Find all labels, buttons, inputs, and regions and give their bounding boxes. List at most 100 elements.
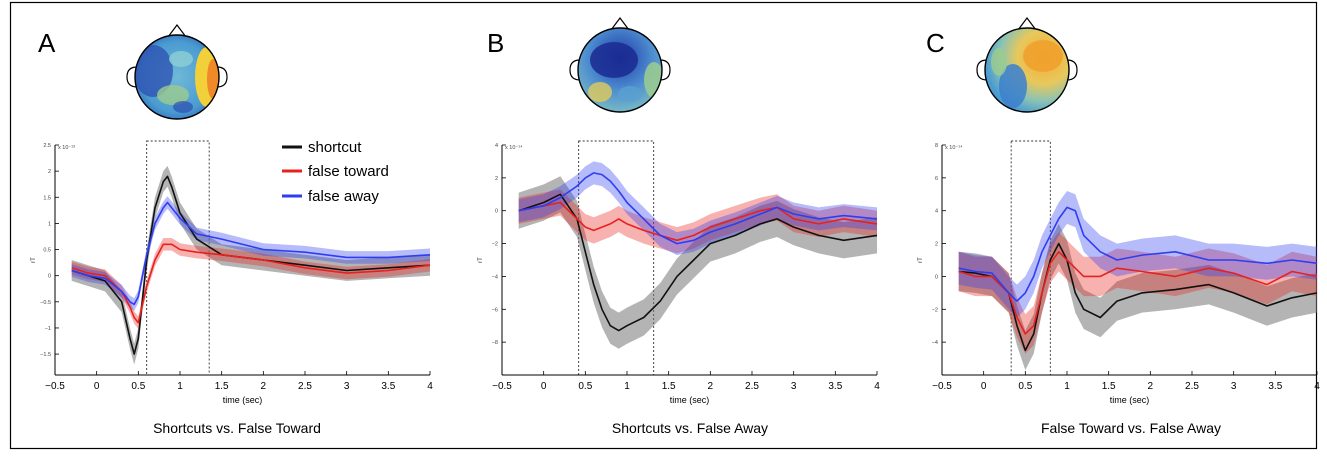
panel-subtitle: Shortcuts vs. False Away	[612, 420, 768, 436]
error-band-false-away	[518, 161, 877, 256]
x-tick-label: 0	[981, 381, 987, 392]
x-tick-label: 4	[1314, 381, 1320, 392]
y-tick-label: −1	[45, 326, 51, 332]
panel-subtitle: False Toward vs. False Away	[1041, 420, 1221, 436]
error-band-shortcut	[71, 165, 430, 365]
series-line-shortcut	[71, 175, 431, 355]
x-tick-label: 2.5	[298, 381, 312, 392]
y-tick-label: −6	[492, 307, 498, 313]
time-window-box	[578, 140, 655, 376]
x-tick-label: −0.5	[492, 381, 512, 392]
y-axis-exponent: x 10⁻¹⁴	[945, 144, 963, 151]
x-tick-label: 1.5	[662, 381, 676, 392]
y-tick-label: −1.5	[40, 352, 51, 358]
x-tick-label: 4	[874, 381, 880, 392]
panel-letter: C	[926, 28, 945, 58]
series-line-shortcut	[518, 193, 878, 332]
legend-item-shortcut: shortcut	[282, 139, 362, 156]
y-tick-label: 4	[495, 143, 498, 149]
x-axis-label: time (sec)	[223, 395, 263, 405]
legend-label: shortcut	[308, 139, 362, 156]
series-line-false-away	[518, 172, 878, 245]
x-tick-label: 3	[344, 381, 350, 392]
y-tick-label: −8	[492, 340, 498, 346]
error-band-false-toward	[71, 238, 430, 329]
y-tick-label: 2	[935, 242, 938, 248]
x-tick-label: 1.5	[215, 381, 229, 392]
y-tick-label: 1.5	[43, 195, 51, 201]
legend-item-false-away: false away	[282, 188, 379, 205]
series-line-shortcut	[958, 242, 1318, 352]
y-axis-label: rT	[918, 257, 924, 263]
panel-letter: B	[487, 28, 504, 58]
panel-a: A −0.5 0 0.5 1 1.5 2 2.5 3 3.5 4 −1.5 −1 −0.5 0 0.5 1 1.…	[31, 24, 433, 436]
series-line-false-toward	[958, 251, 1318, 335]
x-axis-label: time (sec)	[670, 395, 710, 405]
y-tick-label: 0.5	[43, 248, 51, 254]
x-axis-label: time (sec)	[1110, 395, 1150, 405]
panel-subtitle: Shortcuts vs. False Toward	[153, 420, 321, 436]
y-tick-label: 2	[48, 169, 51, 175]
series-line-false-away	[71, 201, 431, 306]
y-tick-label: 0	[935, 274, 938, 280]
legend-item-false-toward: false toward	[282, 163, 389, 180]
panel-b: B −0.5 0 0.5 1 1.5 2 2.5 3 3.5 4 −8 −6 −4 −2 0 2 4 x 10⁻¹…	[478, 17, 880, 436]
x-tick-label: 2	[1148, 381, 1154, 392]
error-band-shortcut	[518, 176, 877, 349]
y-tick-label: 4	[935, 209, 938, 215]
x-tick-label: 0.5	[1018, 381, 1032, 392]
y-tick-label: 1	[48, 221, 51, 227]
y-tick-label: 8	[935, 143, 938, 149]
legend-label: false away	[308, 188, 379, 205]
error-band-false-toward	[518, 189, 877, 254]
x-tick-label: 3.5	[1268, 381, 1282, 392]
x-tick-label: 2.5	[745, 381, 759, 392]
x-tick-label: 0.5	[578, 381, 592, 392]
y-axis-label: rT	[31, 257, 37, 263]
error-band-shortcut	[958, 223, 1317, 371]
panel-letter: A	[38, 28, 56, 58]
y-tick-label: −2	[932, 307, 938, 313]
error-band-false-away	[958, 191, 1317, 318]
legend: shortcut false toward false away	[282, 139, 389, 205]
x-tick-label: 0	[541, 381, 547, 392]
y-tick-label: −4	[932, 340, 938, 346]
x-tick-label: 2	[261, 381, 267, 392]
y-axis-exponent: x 10⁻¹⁴	[505, 144, 523, 151]
x-tick-label: 3.5	[828, 381, 842, 392]
error-band-false-toward	[958, 232, 1317, 354]
x-tick-label: 3	[791, 381, 797, 392]
y-tick-label: 6	[935, 176, 938, 182]
x-tick-label: 2.5	[1185, 381, 1199, 392]
y-tick-label: 0	[48, 274, 51, 280]
scalp-topomap	[569, 17, 671, 113]
x-tick-label: 3.5	[381, 381, 395, 392]
series-line-false-away	[958, 206, 1318, 302]
x-tick-label: 0.5	[131, 381, 145, 392]
y-tick-label: −4	[492, 274, 498, 280]
scalp-topomap	[126, 24, 228, 120]
y-axis-label: rT	[478, 257, 484, 263]
x-tick-label: 0	[94, 381, 100, 392]
panel-c: C −0.5 0 0.5 1 1.5 2 2.5 3 3.5 4 −4 −2 0 2 4 6 8 x 10⁻¹⁴ r…	[918, 17, 1320, 436]
x-tick-label: 3	[1231, 381, 1237, 392]
series-line-false-toward	[518, 201, 878, 242]
scalp-topomap	[976, 17, 1078, 113]
y-axis-exponent: x 10⁻¹³	[58, 145, 75, 151]
y-tick-label: −2	[492, 242, 498, 248]
legend-label: false toward	[308, 163, 389, 180]
x-tick-label: 1	[177, 381, 183, 392]
error-band-false-away	[71, 196, 430, 311]
x-tick-label: −0.5	[932, 381, 952, 392]
y-tick-label: 2	[495, 176, 498, 182]
y-tick-label: −0.5	[40, 300, 51, 306]
y-tick-label: 2.5	[43, 143, 51, 149]
y-tick-label: 0	[495, 209, 498, 215]
x-tick-label: 4	[427, 381, 433, 392]
x-tick-label: 1	[1064, 381, 1070, 392]
x-tick-label: 1	[624, 381, 630, 392]
x-tick-label: 1.5	[1102, 381, 1116, 392]
x-tick-label: 2	[708, 381, 714, 392]
